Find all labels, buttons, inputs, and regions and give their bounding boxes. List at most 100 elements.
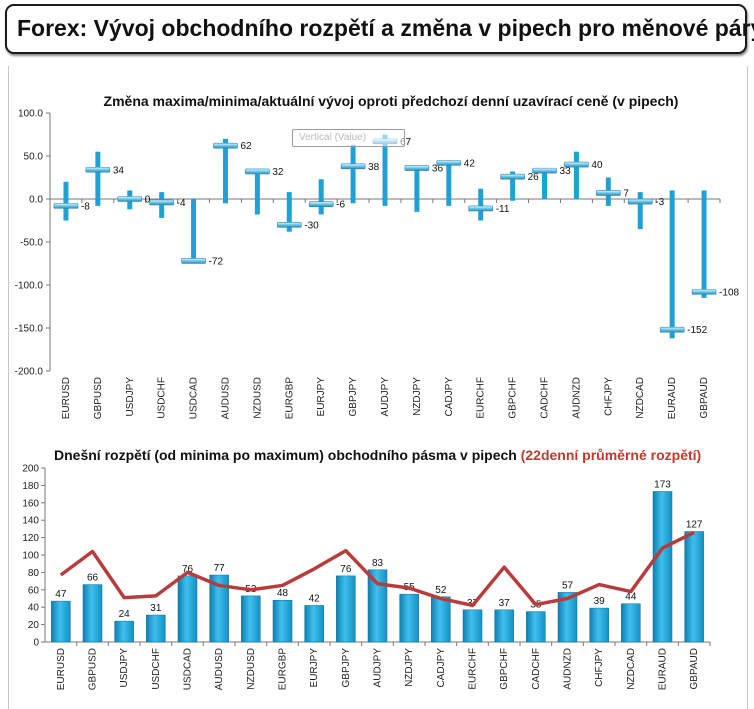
range-bar-gbpjpy: [350, 144, 356, 204]
range-bar-gbpchf: [510, 171, 516, 201]
range-bar-cadchf: [526, 611, 546, 643]
range-bar-gbpaud: [684, 531, 704, 643]
current-label-audnzd: 40: [591, 160, 603, 171]
chart2-y-tick-label: 120: [22, 533, 39, 544]
current-marker-gbpjpy: [340, 163, 366, 170]
chart1-x-label-usdchf: USDCHF: [157, 377, 168, 419]
current-marker-audusd: [213, 142, 238, 149]
chart1-x-label-audusd: AUDUSD: [220, 377, 231, 419]
current-marker-eurusd: [53, 203, 79, 209]
chart2-x-label-gbpchf: GBPCHF: [499, 648, 510, 690]
current-marker-cadchf: [532, 167, 557, 174]
range-bar-cadjpy: [446, 160, 452, 206]
range-bar-nzdcad: [637, 192, 643, 230]
current-marker-nzdusd: [245, 168, 270, 175]
range-bar-audusd: [209, 574, 229, 643]
current-label-eurusd: -8: [81, 201, 90, 212]
current-marker-eurchf: [468, 205, 494, 212]
chart1-x-label-gbpusd: GBPUSD: [93, 377, 104, 419]
current-label-nzdcad: -3: [655, 197, 664, 208]
range-bar-gbpaud: [701, 190, 707, 298]
chart2-x-label-nzdjpy: NZDJPY: [404, 648, 415, 687]
current-label-eurchf: -11: [496, 204, 510, 215]
range-bar-audnzd: [557, 592, 578, 643]
chart2-x-label-usdchf: USDCHF: [151, 648, 162, 690]
range-label-audusd: 77: [214, 563, 226, 574]
current-marker-euraud: [659, 326, 685, 333]
chart2-x-label-chfjpy: CHFJPY: [594, 648, 605, 687]
range-bar-audjpy: [367, 569, 388, 643]
average-range-line: [59, 530, 695, 608]
range-bar-eurusd: [51, 600, 71, 643]
chart1-x-label-chfjpy: CHFJPY: [603, 377, 614, 416]
chart2-y-tick-label: 200: [22, 464, 39, 475]
current-marker-usdchf: [149, 199, 174, 206]
range-bar-nzdcad: [621, 603, 641, 643]
page-title: Forex: Vývoj obchodního rozpětí a změna …: [17, 15, 754, 41]
range-label-chfjpy: 39: [594, 596, 606, 607]
range-bar-eurchf: [478, 188, 484, 221]
chart1-x-label-usdcad: USDCAD: [189, 377, 200, 419]
range-bar-usdchf: [146, 614, 166, 643]
current-label-audjpy: 67: [400, 137, 412, 148]
chart2-title-average: (22denní průměrné rozpětí): [521, 447, 701, 463]
chart1-y-tick-label: -200.0: [15, 367, 44, 378]
current-label-usdcad: -72: [209, 256, 224, 267]
current-label-gbpjpy: 38: [368, 162, 380, 173]
chart2-x-label-eurgbp: EURGBP: [278, 648, 289, 691]
chart1-x-label-usdjpy: USDJPY: [125, 377, 136, 417]
range-label-eurjpy: 42: [309, 593, 321, 604]
range-label-gbpaud: 127: [686, 520, 703, 531]
chart1-y-tick-label: -50.0: [20, 238, 43, 249]
range-bar-eurjpy: [318, 179, 324, 215]
chart1-x-label-euraud: EURAUD: [667, 377, 678, 419]
current-label-audusd: 62: [240, 141, 252, 152]
chart1-y-tick-label: -150.0: [15, 324, 44, 335]
current-marker-nzdcad: [627, 198, 653, 205]
chart1-x-label-gbpchf: GBPCHF: [508, 377, 519, 419]
chart2-y-tick-label: 100: [22, 551, 39, 562]
range-bar-nzdusd: [254, 170, 260, 215]
chart2-y-tick-label: 180: [22, 481, 39, 492]
chart1-title: Změna maxima/minima/aktuální vývoj oprot…: [104, 93, 679, 109]
current-label-euraud: -152: [687, 325, 707, 336]
range-bar-audusd: [222, 138, 228, 204]
range-bar-cadjpy: [431, 596, 451, 643]
range-label-eurusd: 47: [55, 589, 67, 600]
chart1-y-tick-label: -100.0: [15, 281, 44, 292]
charts-panel: [8, 66, 748, 709]
chart2-y-tick-label: 40: [28, 603, 40, 614]
range-label-usdjpy: 24: [119, 609, 131, 620]
chart2-x-label-nzdcad: NZDCAD: [626, 648, 637, 690]
range-label-audnzd: 57: [562, 580, 574, 591]
chart2-x-label-euraud: EURAUD: [658, 648, 669, 690]
chart2-x-label-nzdusd: NZDUSD: [246, 648, 257, 690]
range-label-cadjpy: 52: [435, 585, 447, 596]
chart1-y-tick-label: 100.0: [18, 109, 43, 120]
chart2-y-tick-label: 0: [33, 638, 39, 649]
current-marker-gbpaud: [691, 289, 717, 295]
chart2-title-main: Dnešní rozpětí (od minima po maximum) ob…: [54, 447, 521, 463]
chart2-x-label-audjpy: AUDJPY: [373, 648, 384, 688]
chart1-x-label-cadjpy: CADJPY: [444, 377, 455, 417]
chart2-x-label-audnzd: AUDNZD: [563, 648, 574, 690]
range-label-nzdcad: 44: [625, 592, 637, 603]
chart2-title: Dnešní rozpětí (od minima po maximum) ob…: [54, 447, 701, 463]
current-label-cadchf: 33: [560, 166, 572, 177]
range-bar-eurgbp: [286, 192, 292, 232]
range-bar-euraud: [652, 491, 673, 643]
chart2-y-tick-label: 20: [28, 620, 40, 631]
range-bar-nzdjpy: [399, 593, 419, 643]
current-marker-usdjpy: [117, 196, 143, 202]
chart2-x-label-usdjpy: USDJPY: [119, 648, 130, 688]
current-label-usdjpy: 0: [145, 195, 151, 206]
range-label-gbpusd: 66: [87, 573, 99, 584]
range-label-euraud: 173: [654, 479, 671, 490]
page-header: Forex: Vývoj obchodního rozpětí a změna …: [5, 4, 754, 54]
range-bar-eurjpy: [304, 605, 324, 643]
range-label-gbpjpy: 76: [340, 564, 352, 575]
chart1-x-label-nzdusd: NZDUSD: [252, 377, 263, 419]
range-bar-gbpusd: [95, 151, 101, 206]
current-label-usdchf: -4: [177, 198, 186, 209]
